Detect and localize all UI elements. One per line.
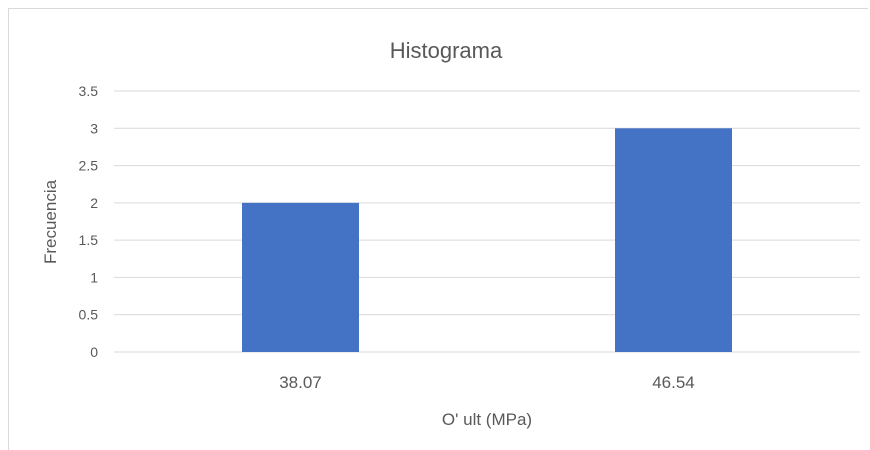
y-tick-label: 1 (90, 269, 98, 285)
bar-38-07 (242, 202, 359, 352)
y-tick-label: 1.5 (79, 232, 99, 248)
x-tick-label: 38.07 (279, 373, 322, 392)
y-tick-label: 0 (90, 344, 98, 360)
bar-46-54 (615, 128, 732, 352)
y-tick-label: 2 (90, 195, 98, 211)
y-tick-label: 0.5 (79, 307, 99, 323)
y-tick-labels: 0 0.5 1 1.5 2 2.5 3 3.5 (79, 83, 99, 360)
bars (242, 128, 732, 352)
y-tick-label: 3 (90, 120, 98, 136)
x-tick-label: 46.54 (652, 373, 695, 392)
y-tick-label: 3.5 (79, 83, 99, 99)
y-tick-label: 2.5 (79, 158, 99, 174)
y-axis-title: Frecuencia (41, 179, 60, 264)
chart-title: Histograma (390, 38, 503, 63)
chart-frame (8, 8, 868, 450)
x-axis-title: O' ult (MPa) (442, 410, 532, 429)
gridlines (114, 90, 860, 353)
x-tick-labels: 38.07 46.54 (279, 373, 695, 392)
